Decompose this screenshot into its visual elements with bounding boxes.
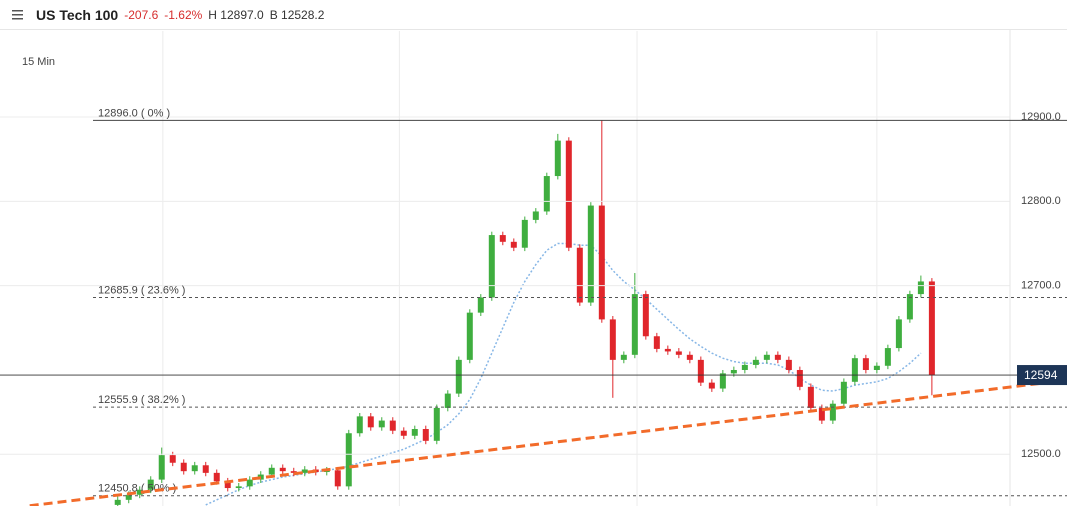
y-tick-label: 12900.0 <box>1021 111 1061 123</box>
candle-body <box>609 319 616 360</box>
candle-body <box>246 479 253 487</box>
moving-average <box>205 242 922 506</box>
candle-body <box>554 140 561 177</box>
candle-body <box>763 354 770 360</box>
candle-body <box>565 140 572 248</box>
y-tick-label: 12700.0 <box>1021 280 1061 292</box>
candle-body <box>543 176 550 212</box>
candle-body <box>840 381 847 404</box>
fib-label: 12555.9 ( 38.2% ) <box>98 394 185 406</box>
menu-icon[interactable] <box>12 9 26 21</box>
y-tick-label: 12500.0 <box>1021 448 1061 460</box>
candle-body <box>455 359 462 394</box>
timeframe: 15 Min <box>22 56 55 68</box>
last-price-label: 12594 <box>1024 368 1058 382</box>
fib-label: 12896.0 ( 0% ) <box>98 107 170 119</box>
candle-body <box>631 294 638 355</box>
candle-body <box>774 354 781 360</box>
bid: B 12528.2 <box>269 7 325 22</box>
candle-body <box>147 479 154 490</box>
candle-body <box>851 358 858 382</box>
y-tick-label: 12800.0 <box>1021 195 1061 207</box>
candle-body <box>697 359 704 383</box>
candle-body <box>433 407 440 441</box>
candle-body <box>510 241 517 248</box>
candle-body <box>653 336 660 349</box>
candle-body <box>389 420 396 431</box>
candle-body <box>235 486 242 489</box>
candle-body <box>268 467 275 475</box>
candle-body <box>708 382 715 389</box>
candle-body <box>862 358 869 370</box>
candle-body <box>290 471 297 473</box>
candle-body <box>928 281 935 376</box>
candle-body <box>114 499 121 505</box>
candle-body <box>279 467 286 472</box>
change-pct: -1.62% <box>164 7 203 22</box>
candle-body <box>400 430 407 436</box>
candle-body <box>477 297 484 313</box>
last-price-tag <box>1017 365 1067 386</box>
candle-body <box>532 211 539 220</box>
candle-body <box>444 393 451 408</box>
change: -207.6 <box>124 7 159 22</box>
candle-body <box>598 205 605 320</box>
candle-body <box>675 351 682 355</box>
candle-body <box>906 294 913 320</box>
candle-body <box>169 455 176 463</box>
candle-body <box>642 294 649 337</box>
candle-body <box>785 359 792 370</box>
candle-body <box>334 470 341 487</box>
candle-body <box>213 472 220 482</box>
candle-body <box>125 494 132 500</box>
candle-body <box>158 455 165 480</box>
candle-body <box>686 354 693 360</box>
candle-body <box>356 416 363 434</box>
candle-body <box>422 429 429 441</box>
candle-body <box>499 235 506 242</box>
candle-body <box>466 312 473 360</box>
candle-body <box>818 407 825 421</box>
candle-body <box>620 354 627 360</box>
candle-body <box>730 369 737 374</box>
candle-body <box>895 319 902 349</box>
candle-body <box>345 433 352 487</box>
candle-body <box>411 429 418 436</box>
candle-body <box>367 416 374 428</box>
candle-body <box>807 386 814 408</box>
header: US Tech 100 -207.6 -1.62% H 12897.0 B 12… <box>0 0 1067 30</box>
high: H 12897.0 <box>208 7 264 22</box>
candle-body <box>752 359 759 365</box>
candle-body <box>884 348 891 366</box>
candle-body <box>202 465 209 473</box>
candle-body <box>741 364 748 370</box>
candle-body <box>191 465 198 472</box>
candle-body <box>180 462 187 472</box>
candle-body <box>917 281 924 295</box>
candle-body <box>796 369 803 387</box>
plot-area <box>114 31 935 506</box>
candle-body <box>873 365 880 370</box>
candle-body <box>136 489 143 495</box>
trendline <box>29 378 1067 506</box>
candle-body <box>521 219 528 248</box>
candle-body <box>587 205 594 303</box>
instrument-title[interactable]: US Tech 100 <box>36 6 119 23</box>
candle-body <box>576 247 583 303</box>
candle-body <box>829 403 836 421</box>
candle-body <box>664 348 671 352</box>
candle-body <box>224 481 231 489</box>
fib-label: 12685.9 ( 23.6% ) <box>98 284 185 296</box>
candle-body <box>378 420 385 428</box>
candle-body <box>488 235 495 298</box>
candle-body <box>301 469 308 473</box>
candle-body <box>719 373 726 389</box>
fib-label: 12450.8 ( 50% ) <box>98 483 176 495</box>
